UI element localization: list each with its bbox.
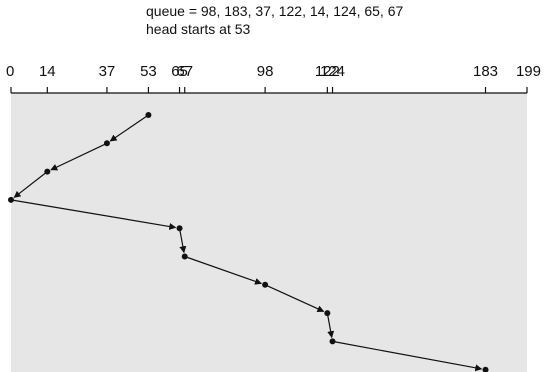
axis-tick-label: 65 — [171, 63, 188, 80]
axis-tick-label: 183 — [473, 63, 498, 80]
axis-tick-label: 124 — [320, 63, 345, 80]
seek-segment — [13, 171, 48, 198]
seek-segment — [109, 114, 149, 142]
request-point — [262, 281, 269, 288]
axis-tick-label: 14 — [39, 63, 56, 80]
axis-tick-label: 37 — [99, 63, 116, 80]
axis-tick-label: 53 — [140, 63, 157, 80]
request-point — [324, 310, 331, 317]
seek-segment — [184, 255, 262, 285]
axis-tick-label: 98 — [257, 63, 274, 80]
seek-path-segments — [10, 114, 483, 372]
request-point — [181, 253, 188, 260]
diagram-panel — [11, 93, 527, 372]
head-start-text: head starts at 53 — [146, 21, 251, 37]
seek-segment — [326, 312, 335, 339]
seek-segment — [264, 284, 325, 313]
request-point — [8, 196, 14, 203]
request-point — [329, 338, 336, 345]
seek-path-points — [8, 112, 489, 372]
seek-segment — [178, 228, 187, 254]
axis-ticks — [10, 87, 528, 93]
axis-tick-label: 199 — [516, 63, 541, 80]
axis-tick-label: 0 — [6, 63, 14, 80]
seek-segment — [50, 142, 108, 171]
request-point — [44, 168, 51, 175]
head-start-point — [145, 112, 152, 118]
seek-segment — [10, 199, 177, 230]
request-point — [482, 366, 489, 372]
axis-tick-label: 122 — [315, 63, 340, 80]
axis-tick-label: 67 — [176, 63, 193, 80]
request-point — [103, 140, 110, 147]
header: queue = 98, 183, 37, 122, 14, 124, 65, 6… — [146, 2, 403, 38]
queue-text: queue = 98, 183, 37, 122, 14, 124, 65, 6… — [146, 3, 404, 19]
seek-segment — [332, 340, 483, 372]
request-point — [176, 225, 183, 232]
